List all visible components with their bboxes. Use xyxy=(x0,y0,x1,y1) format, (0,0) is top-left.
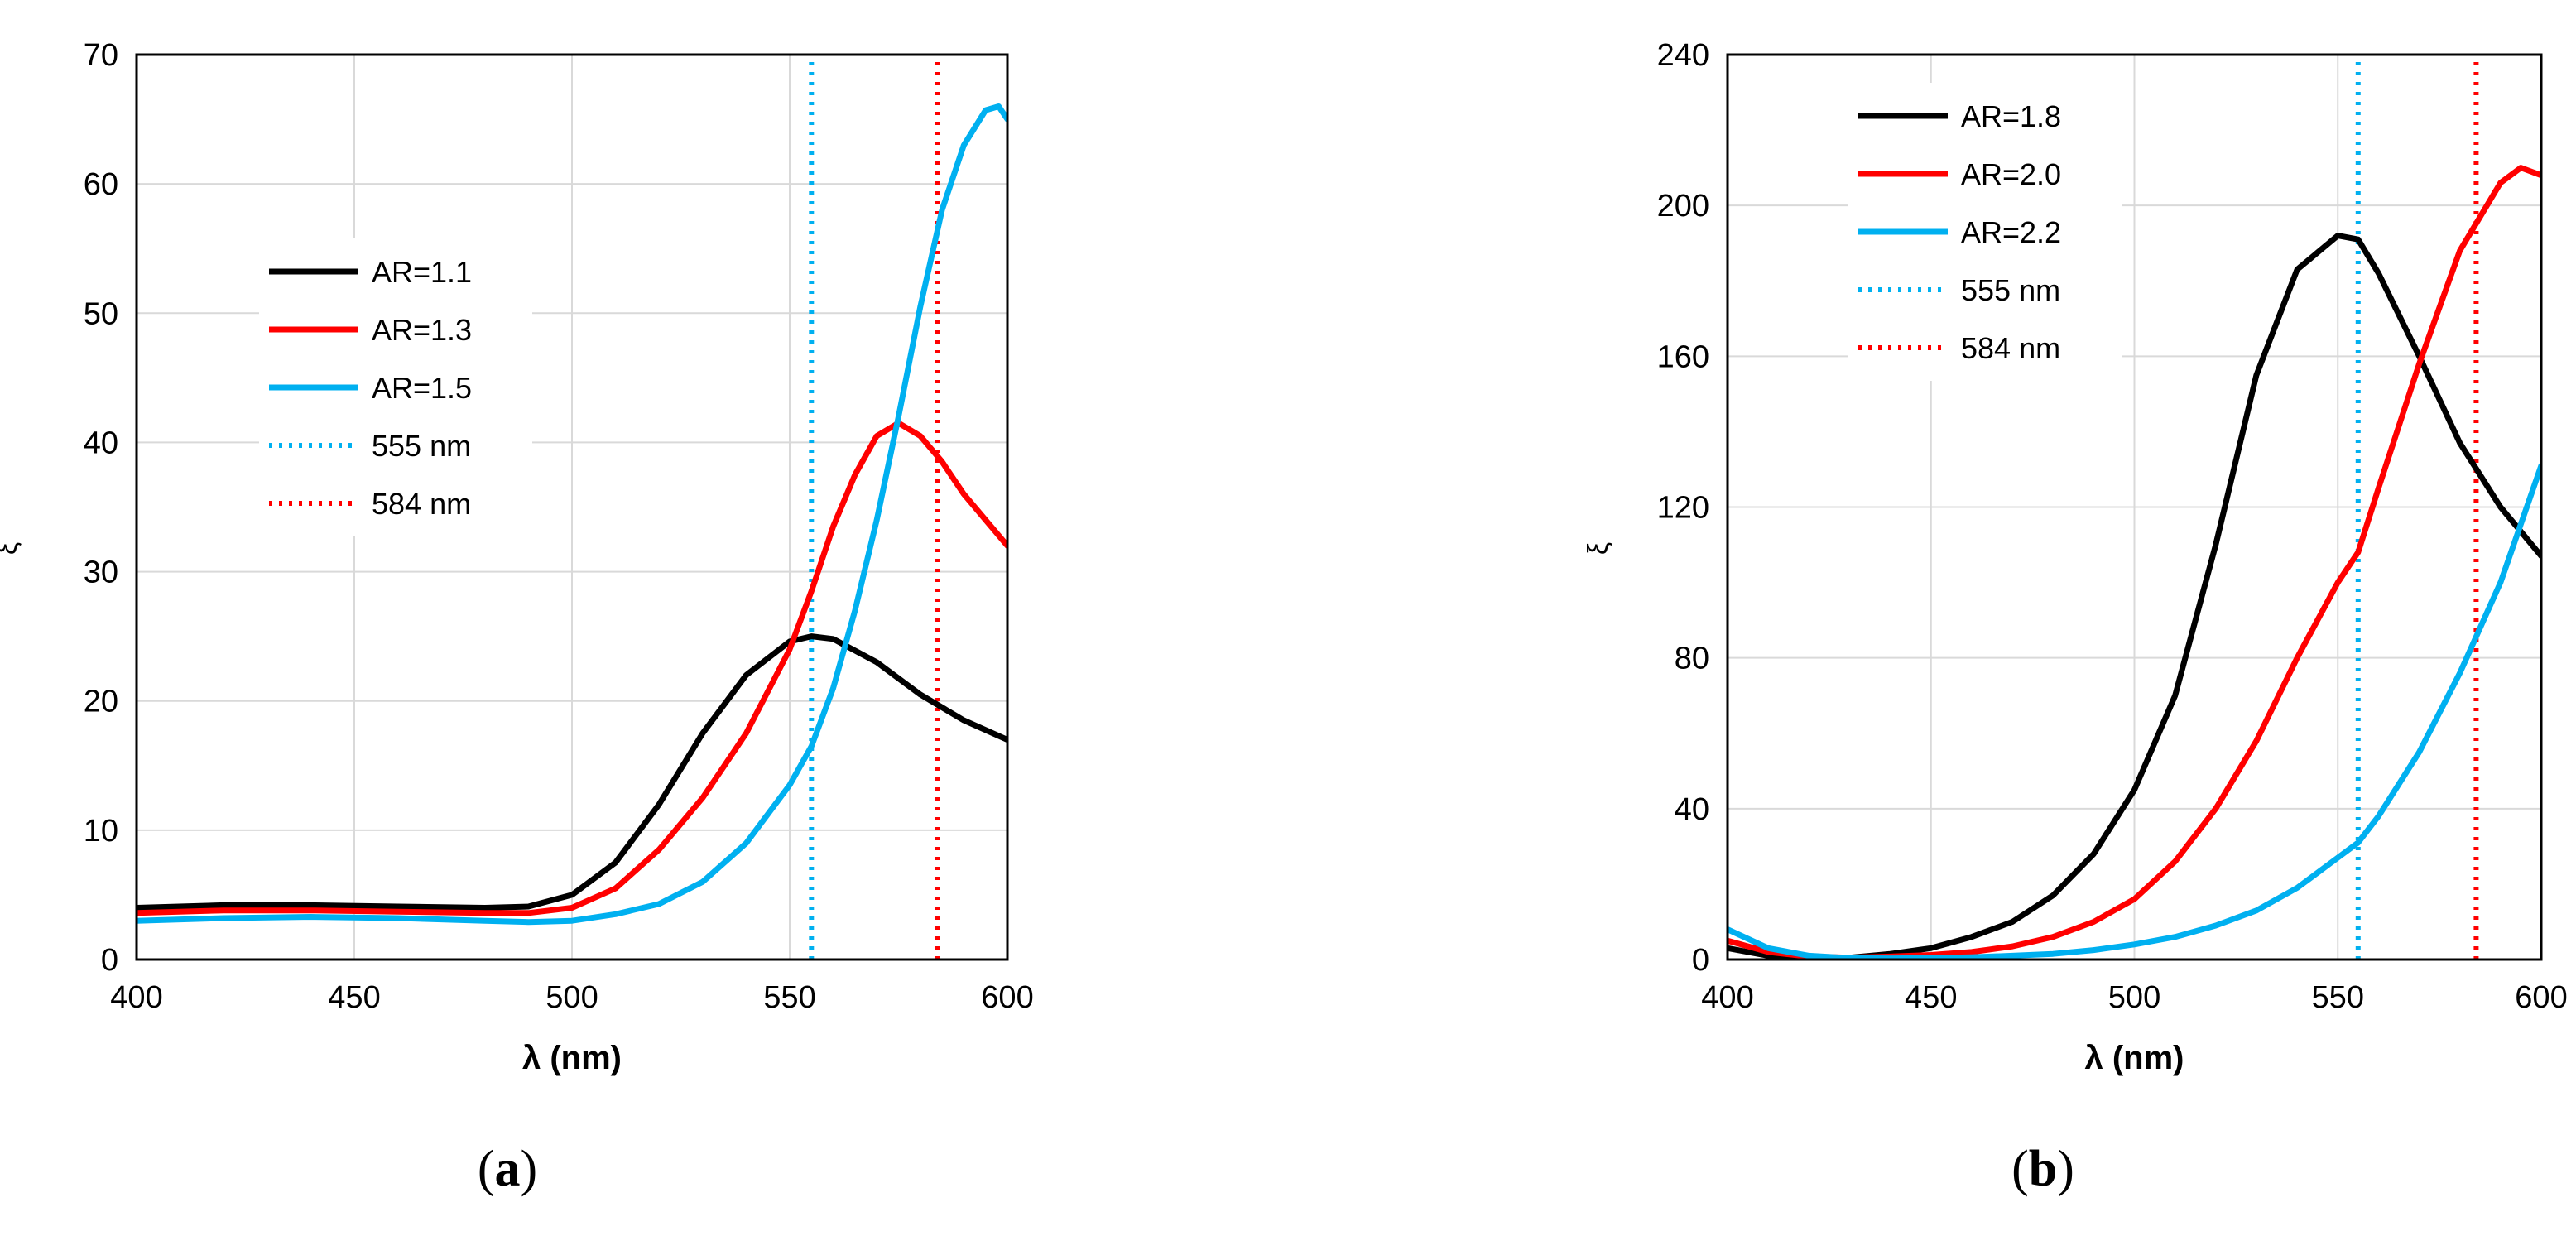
legend-label: AR=2.0 xyxy=(1961,157,2061,191)
y-tick-label: 80 xyxy=(1675,642,1709,676)
legend: AR=1.1 AR=1.3 AR=1.5 555 nm 584 nm xyxy=(259,238,532,536)
y-tick-label: 60 xyxy=(84,167,118,202)
y-tick-label: 30 xyxy=(84,555,118,590)
x-tick-label: 450 xyxy=(1905,980,1957,1015)
panel-label: (a) xyxy=(478,1141,537,1197)
y-tick-label: 0 xyxy=(101,943,118,978)
plot-frame xyxy=(1726,53,2543,961)
y-tick-label: 20 xyxy=(84,685,118,719)
y-tick-label: 10 xyxy=(84,814,118,849)
legend-label: 555 nm xyxy=(372,429,471,463)
legend-label: 584 nm xyxy=(1961,331,2060,365)
y-tick-label: 0 xyxy=(1692,943,1709,978)
series-line-AR-2-2 xyxy=(1728,462,2541,959)
panel-label: (b) xyxy=(2011,1141,2074,1197)
chart-b: 400 450 500 550 600 0 40 80 120 160 200 240 λ (nm) ξ A… xyxy=(1583,38,2568,1197)
legend-label: 555 nm xyxy=(1961,273,2060,307)
series-line-AR-1-3 xyxy=(137,420,1007,916)
x-tick-label: 600 xyxy=(2515,980,2567,1015)
x-axis-label: λ (nm) xyxy=(522,1040,622,1076)
legend-label: AR=1.5 xyxy=(372,371,472,405)
x-tick-label: 450 xyxy=(328,980,380,1015)
y-tick-label: 240 xyxy=(1657,38,1709,73)
legend-label: AR=1.8 xyxy=(1961,99,2061,133)
y-tick-label: 120 xyxy=(1657,491,1709,526)
x-tick-label: 400 xyxy=(110,980,162,1015)
legend: AR=1.8 AR=2.0 AR=2.2 555 nm 584 nm xyxy=(1848,83,2122,381)
x-axis-label: λ (nm) xyxy=(2085,1040,2184,1076)
chart-a: 400 450 500 550 600 0 10 20 30 40 50 60 70 λ (nm) ξ AR=… xyxy=(0,38,1034,1197)
y-tick-label: 200 xyxy=(1657,189,1709,224)
x-tick-label: 550 xyxy=(2312,980,2364,1015)
y-tick-label: 40 xyxy=(84,426,118,460)
legend-label: 584 nm xyxy=(372,487,471,521)
plot-frame xyxy=(135,53,1009,961)
y-tick-label: 40 xyxy=(1675,792,1709,827)
y-tick-label: 70 xyxy=(84,38,118,73)
x-tick-label: 550 xyxy=(763,980,815,1015)
x-tick-label: 600 xyxy=(981,980,1033,1015)
x-tick-label: 400 xyxy=(1701,980,1753,1015)
y-tick-label: 160 xyxy=(1657,339,1709,374)
legend-label: AR=1.3 xyxy=(372,313,472,347)
y-axis-label: ξ xyxy=(1583,542,1614,555)
legend-label: AR=1.1 xyxy=(372,255,472,289)
series-line-AR-1-5 xyxy=(137,103,1007,926)
y-tick-label: 50 xyxy=(84,296,118,331)
x-tick-label: 500 xyxy=(2108,980,2160,1015)
series-line-AR-1-1 xyxy=(137,633,1007,911)
x-tick-label: 500 xyxy=(545,980,598,1015)
y-axis-label: ξ xyxy=(0,542,23,555)
legend-label: AR=2.2 xyxy=(1961,215,2061,249)
